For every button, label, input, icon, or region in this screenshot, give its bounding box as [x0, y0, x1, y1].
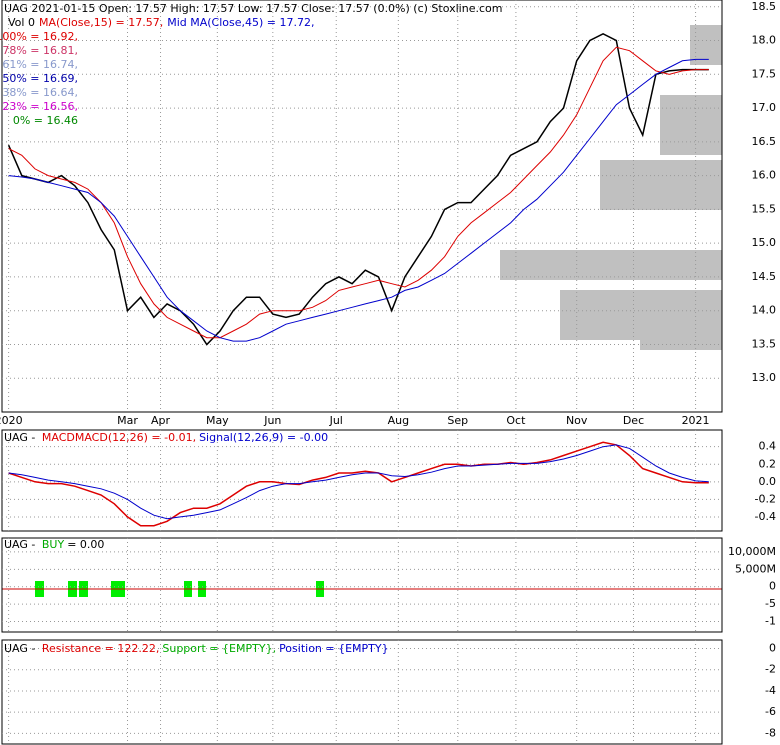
- panel-title: UAG - BUY = 0.00: [4, 538, 104, 551]
- panel-annotation: Position = {EMPTY}: [279, 642, 389, 655]
- y-tick-label: -5: [765, 597, 776, 610]
- y-tick-label: 17.0: [752, 101, 777, 114]
- series-line: [8, 58, 709, 342]
- x-tick-label: 2020: [0, 414, 23, 427]
- y-tick-label: 0.0: [759, 475, 777, 488]
- x-tick-label: Oct: [506, 414, 526, 427]
- series-line: [8, 46, 709, 339]
- volume-profile: [500, 25, 722, 350]
- x-tick-label: Dec: [623, 414, 644, 427]
- annotation: 50% = 16.69,: [2, 72, 78, 85]
- y-tick-label: 0.4: [759, 440, 777, 453]
- y-tick-label: -8: [765, 726, 776, 739]
- legend-entry: MA(Close,15) = 17.57,: [39, 16, 163, 29]
- y-tick-label: -4: [765, 684, 776, 697]
- panel-name: UAG -: [4, 538, 39, 551]
- panel-annotation: Support = {EMPTY},: [162, 642, 276, 655]
- y-tick-label: 16.5: [752, 135, 777, 148]
- y-tick-label: -1: [765, 615, 776, 628]
- panel-annotation: MACDMACD(12,26) = -0.01,: [42, 431, 196, 444]
- x-tick-label: May: [206, 414, 229, 427]
- y-tick-label: 0.2: [759, 457, 777, 470]
- y-tick-label: 16.0: [752, 169, 777, 182]
- y-tick-label: -6: [765, 705, 776, 718]
- annotation: 100% = 16.92,: [0, 30, 78, 43]
- y-tick-label: 15.5: [752, 202, 777, 215]
- y-tick-label: 14.5: [752, 270, 777, 283]
- panel-title: UAG - MACDMACD(12,26) = -0.01, Signal(12,…: [4, 431, 328, 444]
- x-tick-label: Apr: [151, 414, 171, 427]
- y-tick-label: 0: [769, 580, 776, 593]
- y-tick-label: 18.0: [752, 34, 777, 47]
- panel-annotation: BUY: [42, 538, 65, 551]
- x-tick-label: Nov: [566, 414, 588, 427]
- panel-annotation: = 0.00: [67, 538, 104, 551]
- y-tick-label: 14.0: [752, 304, 777, 317]
- y-tick-label: 10,000M: [728, 545, 776, 558]
- y-tick-label: 15.0: [752, 236, 777, 249]
- x-tick-label: Jun: [263, 414, 281, 427]
- panel-title: UAG - Resistance = 122.22, Support = {EMP…: [4, 642, 389, 655]
- y-tick-label: -0.4: [755, 510, 776, 523]
- y-tick-label: 18.5: [752, 0, 777, 13]
- y-tick-label: 0: [769, 641, 776, 654]
- macd-frame: [1, 429, 723, 532]
- y-tick-label: 5,000M: [735, 562, 776, 575]
- y-tick-label: 17.5: [752, 67, 777, 80]
- ma-legend: Vol 0 MA(Close,15) = 17.57, Mid MA(Close,4…: [8, 16, 315, 29]
- y-tick-label: 13.0: [752, 371, 777, 384]
- x-tick-label: Sep: [447, 414, 468, 427]
- legend-entry: Mid MA(Close,45) = 17.72,: [167, 16, 314, 29]
- annotation: 38% = 16.64,: [2, 86, 78, 99]
- series-line: [7, 32, 709, 346]
- y-tick-label: -0.2: [755, 492, 776, 505]
- x-tick-label: Mar: [117, 414, 138, 427]
- panel-annotation: Resistance = 122.22,: [42, 642, 159, 655]
- x-tick-label: 2021: [682, 414, 710, 427]
- legend-entry: Vol 0: [8, 16, 35, 29]
- chart-title: UAG 2021-01-15 Open: 17.57 High: 17.57 L…: [4, 2, 502, 15]
- panel-name: UAG -: [4, 431, 39, 444]
- annotation: 78% = 16.81,: [2, 44, 78, 57]
- resistance-frame: [1, 639, 723, 745]
- annotation: 61% = 16.74,: [2, 58, 78, 71]
- panel-name: UAG -: [4, 642, 39, 655]
- y-tick-label: 13.5: [752, 337, 777, 350]
- panel-annotation: Signal(12,26,9) = -0.00: [199, 431, 328, 444]
- price-frame: [1, 0, 723, 413]
- annotation: 0% = 16.46: [13, 114, 78, 127]
- y-tick-label: -2: [765, 663, 776, 676]
- buy-frame: [1, 537, 723, 633]
- x-tick-label: Jul: [329, 414, 343, 427]
- series-line: [8, 444, 709, 520]
- series-line: [8, 441, 709, 527]
- x-tick-label: Aug: [388, 414, 409, 427]
- annotation: 23% = 16.56,: [2, 100, 78, 113]
